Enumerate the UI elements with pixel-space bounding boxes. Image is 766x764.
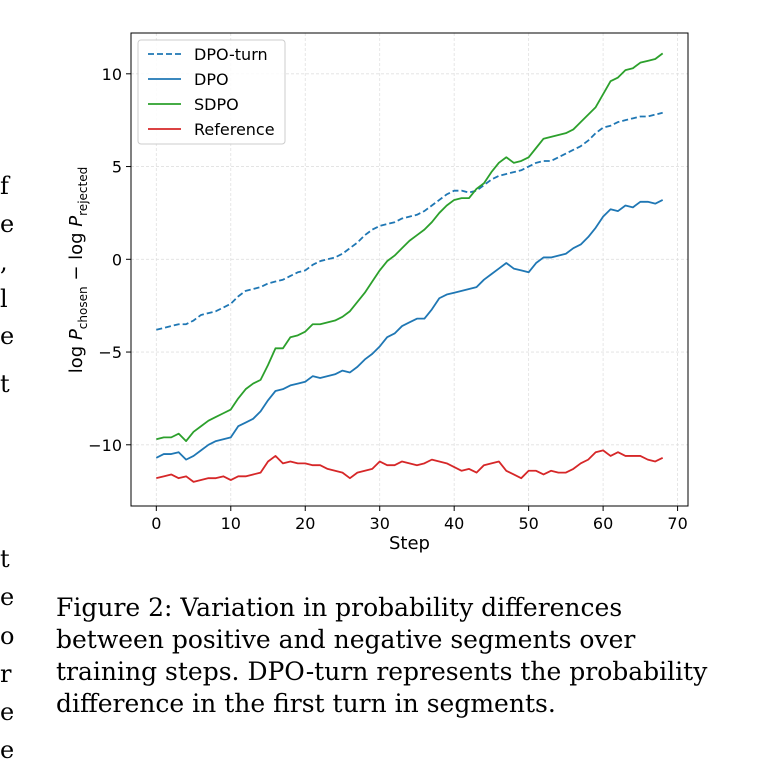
x-tick-label: 40 [444,514,464,533]
x-tick-label: 0 [151,514,161,533]
margin-glyph: e [0,698,15,726]
line-chart: 0 10 20 30 40 50 60 70 −10 −5 0 5 10 Step log Pchose… [66,32,689,554]
y-tick-label: 10 [102,65,122,84]
margin-glyph: f [0,172,9,200]
margin-glyph: e [0,736,15,764]
y-axis-label: log Pchosen − log Prejected [66,167,90,373]
legend-label: Reference [194,120,275,139]
x-tick-label: 20 [295,514,315,533]
margin-glyph: l [0,285,8,313]
x-tick-label: 30 [370,514,390,533]
series-line-dpo-turn [156,111,663,331]
legend: DPO-turn DPO SDPO Reference [137,39,286,145]
margin-glyph: e [0,583,15,611]
y-tick-label: 5 [112,158,122,177]
margin-glyph: t [0,545,10,573]
margin-glyph: t [0,370,10,398]
margin-glyph: o [0,622,15,650]
x-tick-label: 70 [667,514,687,533]
x-tick-label: 50 [518,514,538,533]
series-lines [155,52,664,483]
x-tick-label: 10 [221,514,241,533]
y-tick-label: −10 [88,436,122,455]
axis-ticks: 0 10 20 30 40 50 60 70 −10 −5 0 5 10 [88,65,688,533]
figure-caption: Figure 2: Variation in probability diffe… [56,593,708,718]
x-tick-label: 60 [593,514,613,533]
legend-label: DPO-turn [194,45,268,64]
plot-frame [130,32,689,507]
legend-label: DPO [194,70,229,89]
y-tick-label: 0 [112,250,122,269]
y-tick-label: −5 [98,343,122,362]
series-line-dpo [155,199,664,461]
x-axis-label: Step [389,533,430,554]
legend-label: SDPO [194,95,239,114]
series-line-sdpo [156,52,664,442]
margin-glyph: e [0,210,15,238]
margin-glyph: , [0,248,8,276]
margin-glyph: e [0,322,15,350]
legend-box [137,39,286,145]
series-line-reference [156,449,664,483]
margin-glyph: r [0,660,12,688]
